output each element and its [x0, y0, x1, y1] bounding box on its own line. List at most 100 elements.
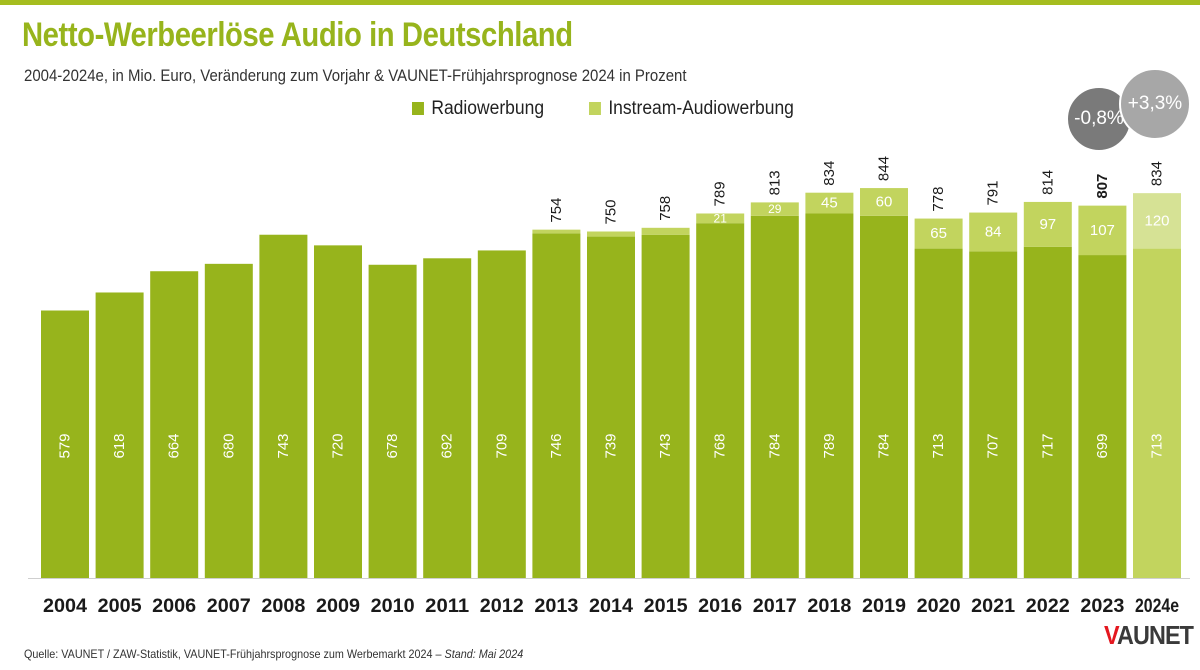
label-radio-2017: 784: [766, 433, 783, 458]
tick-label-2013: 2013: [534, 596, 578, 617]
stand-date: Stand: Mai 2024: [444, 647, 524, 661]
bar-radio-2007: [204, 263, 253, 578]
tick-label-2019: 2019: [862, 596, 906, 617]
legend-label-radio: Radiowerbung: [431, 98, 545, 119]
label-total-2014: 750: [603, 199, 620, 224]
bar-instream-2020: [914, 218, 963, 249]
label-radio-2019: 784: [876, 433, 893, 458]
label-radio-2023: 699: [1094, 433, 1111, 458]
tick-label-2004: 2004: [43, 596, 87, 617]
legend-swatch-radio: [412, 102, 424, 115]
label-total-2024e: 834: [1149, 161, 1166, 186]
label-radio-2024e: 713: [1149, 433, 1166, 458]
tick-label-2020: 2020: [917, 596, 961, 617]
source-note: Quelle: VAUNET / ZAW-Statistik, VAUNET-F…: [24, 647, 523, 661]
bar-radio-2012: [477, 250, 526, 578]
legend-swatch-instream: [588, 102, 601, 115]
vaunet-logo: VAUNET: [1104, 620, 1194, 651]
accent-top-line: [0, 0, 1200, 5]
bar-instream-2014: [587, 231, 635, 237]
logo-text: AUNET: [1116, 620, 1194, 650]
tick-label-2010: 2010: [371, 596, 415, 617]
bar-instream-2013: [532, 229, 581, 234]
change-bubble-2024e: +3,3%: [1119, 68, 1191, 140]
label-radio-2009: 720: [330, 433, 347, 458]
page-subtitle: 2004-2024e, in Mio. Euro, Veränderung zu…: [24, 66, 687, 85]
label-radio-2013: 746: [548, 433, 565, 458]
label-instream-2021: 84: [985, 223, 1002, 240]
legend-item-instream: Instream-Audiowerbung: [588, 98, 794, 120]
label-total-2018: 834: [821, 161, 838, 186]
bar-radio-2018: [805, 213, 854, 578]
source-text: Quelle: VAUNET / ZAW-Statistik, VAUNET-F…: [24, 647, 445, 661]
legend-item-radio: Radiowerbung: [412, 98, 544, 120]
label-total-2015: 758: [657, 196, 674, 221]
label-radio-2010: 678: [384, 433, 401, 458]
tick-label-2021: 2021: [971, 596, 1015, 617]
label-radio-2022: 717: [1039, 433, 1056, 458]
tick-label-2007: 2007: [207, 596, 251, 617]
tick-label-2024e: 2024e: [1135, 596, 1179, 617]
label-radio-2008: 743: [275, 433, 292, 458]
label-radio-2018: 789: [821, 433, 838, 458]
label-instream-2018: 45: [821, 195, 838, 212]
bar-radio-2021: [969, 251, 1018, 578]
bar-radio-2022: [1023, 246, 1072, 578]
label-total-2016: 789: [712, 181, 729, 206]
label-radio-2014: 739: [603, 433, 620, 458]
label-total-2017: 813: [766, 170, 783, 195]
bar-instream-2022: [1023, 201, 1072, 247]
label-total-2023: 807: [1094, 174, 1111, 199]
tick-label-2016: 2016: [698, 596, 742, 617]
bar-radio-2010: [368, 264, 417, 578]
tick-label-2018: 2018: [807, 596, 851, 617]
chart-legend: Radiowerbung Instream-Audiowerbung: [412, 98, 840, 120]
logo-letter: V: [1104, 620, 1118, 650]
tick-label-2006: 2006: [152, 596, 196, 617]
bar-instream-2019: [860, 188, 908, 216]
label-radio-2021: 707: [985, 433, 1002, 458]
bar-radio-2008: [259, 234, 308, 578]
bar-radio-2015: [641, 234, 690, 578]
bar-radio-2005: [95, 292, 144, 578]
legend-label-instream: Instream-Audiowerbung: [608, 98, 794, 119]
bar-instream-2021: [969, 212, 1018, 252]
tick-label-2014: 2014: [589, 596, 633, 617]
tick-label-2017: 2017: [753, 596, 797, 617]
label-instream-2017: 29: [768, 202, 782, 216]
bar-radio-2014: [587, 236, 635, 578]
label-instream-2023: 107: [1090, 222, 1115, 239]
page-title: Netto-Werbeerlöse Audio in Deutschland: [22, 16, 573, 54]
bar-instream-2016: [696, 213, 745, 224]
bar-radio-2009: [314, 245, 362, 579]
label-instream-2019: 60: [876, 193, 893, 210]
label-instream-2022: 97: [1039, 216, 1056, 233]
bar-instream-2018: [805, 192, 854, 214]
bar-radio-2013: [532, 233, 581, 578]
bar-radio-2020: [914, 248, 963, 578]
bar-instream-2015: [641, 227, 690, 235]
tick-label-2011: 2011: [425, 596, 469, 617]
tick-label-2008: 2008: [261, 596, 305, 617]
label-instream-2024e: 120: [1144, 212, 1169, 229]
tick-label-2012: 2012: [480, 596, 524, 617]
tick-label-2009: 2009: [316, 596, 360, 617]
label-radio-2007: 680: [220, 433, 237, 458]
label-radio-2012: 709: [493, 433, 510, 458]
label-total-2021: 791: [985, 181, 1002, 206]
tick-label-2005: 2005: [98, 596, 142, 617]
bar-radio-2023: [1078, 255, 1127, 578]
label-instream-2016: 21: [714, 211, 728, 225]
tick-label-2023: 2023: [1080, 596, 1124, 617]
label-total-2020: 778: [930, 187, 947, 212]
tick-label-2015: 2015: [644, 596, 688, 617]
label-instream-2020: 65: [930, 225, 947, 242]
bar-radio-2017: [750, 215, 799, 579]
bar-radio-2006: [150, 271, 199, 578]
bar-radio-2024e: [1133, 248, 1181, 578]
label-total-2022: 814: [1039, 170, 1056, 195]
label-radio-2016: 768: [712, 433, 729, 458]
label-radio-2004: 579: [57, 433, 74, 458]
bar-radio-2019: [860, 215, 908, 579]
